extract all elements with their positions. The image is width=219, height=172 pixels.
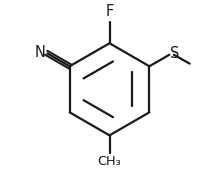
Text: F: F xyxy=(105,4,114,19)
Text: CH₃: CH₃ xyxy=(98,155,121,168)
Text: S: S xyxy=(170,46,180,61)
Text: N: N xyxy=(35,45,46,60)
